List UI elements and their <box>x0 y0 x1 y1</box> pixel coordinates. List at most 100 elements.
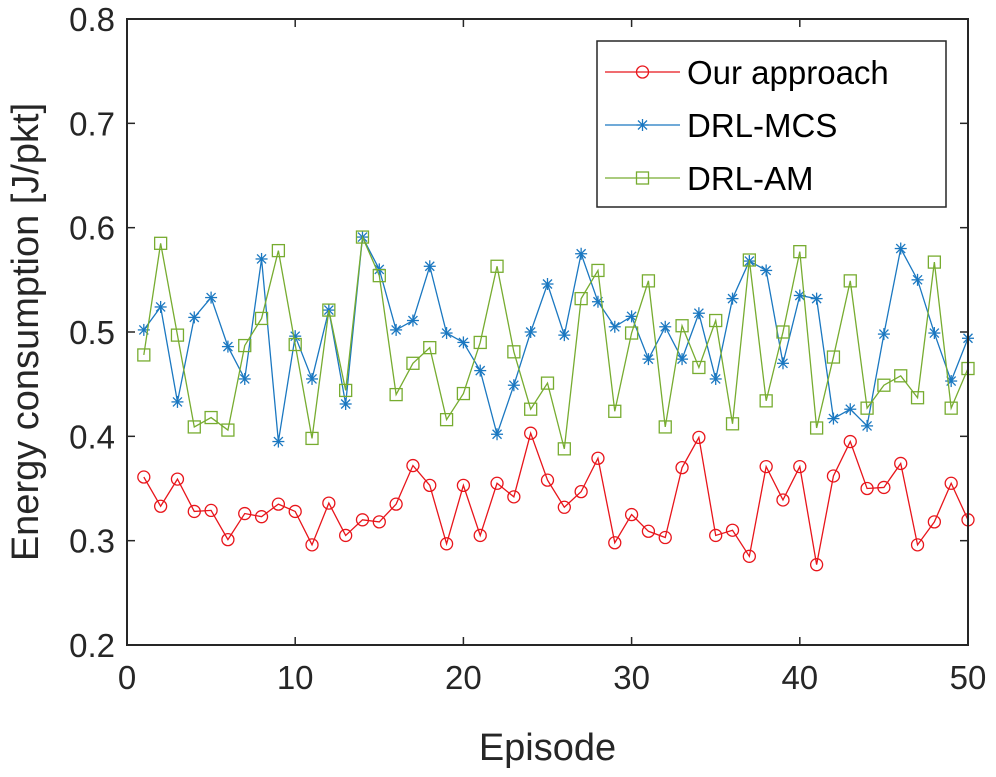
data-point-our-approach <box>456 478 471 493</box>
data-point-drl-am <box>759 394 773 408</box>
data-point-drl-am <box>591 263 605 278</box>
data-point-drl-am <box>406 356 420 370</box>
data-point-our-approach <box>826 469 841 483</box>
series-line-drl-mcs <box>143 234 969 442</box>
data-point-drl-am <box>153 236 168 250</box>
data-point-drl-mcs <box>844 403 857 416</box>
data-point-drl-mcs <box>911 273 924 286</box>
data-point-our-approach <box>809 558 824 572</box>
y-tick-label: 0.6 <box>69 210 115 247</box>
data-point-our-approach <box>759 459 773 474</box>
data-point-drl-am <box>877 378 891 392</box>
data-point-our-approach <box>742 549 756 563</box>
tick-layer <box>126 18 969 646</box>
data-point-drl-am <box>355 230 370 244</box>
data-point-drl-mcs <box>810 292 823 305</box>
data-point-drl-am <box>372 269 386 283</box>
data-point-our-approach <box>322 496 336 510</box>
data-point-drl-am <box>439 412 454 427</box>
data-point-drl-am <box>826 350 841 364</box>
data-point-drl-am <box>709 313 723 328</box>
data-point-drl-am <box>793 245 807 259</box>
data-point-drl-am <box>389 387 403 402</box>
y-tick-label: 0.8 <box>69 1 115 38</box>
data-point-drl-mcs <box>827 412 840 425</box>
legend-item-drl-am: DRL-AM <box>605 160 814 197</box>
data-point-our-approach <box>221 532 235 547</box>
data-point-drl-am <box>658 420 672 434</box>
data-point-drl-mcs <box>390 323 403 336</box>
data-point-our-approach <box>473 528 487 543</box>
data-point-drl-mcs <box>575 247 588 260</box>
series-layer <box>137 230 975 572</box>
legend-box <box>596 40 947 208</box>
data-point-drl-mcs <box>154 300 167 313</box>
series-our-approach <box>137 426 975 572</box>
legend-label: DRL-MCS <box>687 107 837 144</box>
data-point-drl-mcs <box>205 291 218 304</box>
data-point-drl-am <box>322 303 336 317</box>
data-point-drl-am <box>574 291 588 306</box>
data-point-drl-am <box>860 401 874 415</box>
data-point-our-approach <box>423 478 437 493</box>
data-point-drl-am <box>742 253 756 267</box>
data-point-drl-mcs <box>692 307 705 320</box>
x-axis-title: Episode <box>479 727 616 769</box>
data-point-our-approach <box>776 493 790 507</box>
data-point-our-approach <box>557 500 571 514</box>
data-point-drl-mcs <box>861 419 874 432</box>
data-point-drl-mcs <box>558 329 571 342</box>
data-point-drl-am <box>675 319 689 333</box>
data-point-our-approach <box>372 515 386 529</box>
data-point-our-approach <box>894 456 908 471</box>
data-point-drl-mcs <box>541 278 554 291</box>
data-point-our-approach <box>524 426 538 440</box>
data-point-drl-am <box>456 386 471 401</box>
data-point-drl-am <box>204 410 218 425</box>
data-point-drl-mcs <box>608 320 621 333</box>
data-point-drl-am <box>305 431 319 446</box>
data-point-drl-am <box>473 335 487 350</box>
x-tick-label: 10 <box>277 659 314 696</box>
data-point-our-approach <box>271 497 286 511</box>
legend-item-our-approach: Our approach <box>605 54 889 91</box>
data-point-our-approach <box>254 510 269 524</box>
legend-label: DRL-AM <box>687 160 814 197</box>
data-point-our-approach <box>910 538 925 552</box>
data-point-drl-mcs <box>238 372 251 385</box>
data-point-drl-mcs <box>709 372 722 385</box>
data-point-drl-mcs <box>339 397 352 410</box>
data-point-drl-am <box>137 348 151 362</box>
data-point-our-approach <box>658 530 672 545</box>
data-point-drl-am <box>254 311 269 326</box>
data-point-our-approach <box>675 460 689 475</box>
legend-item-drl-mcs: DRL-MCS <box>605 107 837 144</box>
y-tick-label: 0.2 <box>69 627 115 664</box>
data-point-drl-mcs <box>507 379 520 392</box>
legend-marker <box>635 65 650 79</box>
data-point-drl-am <box>725 417 740 431</box>
data-point-our-approach <box>944 476 958 490</box>
data-point-our-approach <box>137 470 151 484</box>
data-point-drl-am <box>490 259 504 273</box>
data-point-drl-am <box>339 383 353 398</box>
data-point-drl-mcs <box>406 314 419 327</box>
legend-label: Our approach <box>687 54 889 91</box>
data-point-drl-mcs <box>524 326 537 338</box>
data-point-drl-am <box>843 274 857 288</box>
data-point-our-approach <box>843 434 857 449</box>
data-point-our-approach <box>288 504 302 519</box>
data-point-drl-mcs <box>659 320 672 333</box>
data-point-drl-am <box>776 325 790 339</box>
data-point-drl-mcs <box>760 264 773 277</box>
data-point-our-approach <box>927 515 942 529</box>
data-point-drl-am <box>894 369 908 383</box>
data-point-drl-am <box>423 340 437 355</box>
data-point-our-approach <box>355 513 370 527</box>
data-point-our-approach <box>860 481 874 496</box>
tick-label-layer: 0 10 20 30 40 50 0.2 0.3 0.4 0.5 0.6 0.7 0.8 <box>69 1 986 696</box>
data-point-our-approach <box>170 472 185 486</box>
data-point-drl-mcs <box>491 428 504 441</box>
data-point-drl-mcs <box>137 323 150 336</box>
legend: Our approach DRL-MCS DRL-AM <box>596 40 947 208</box>
